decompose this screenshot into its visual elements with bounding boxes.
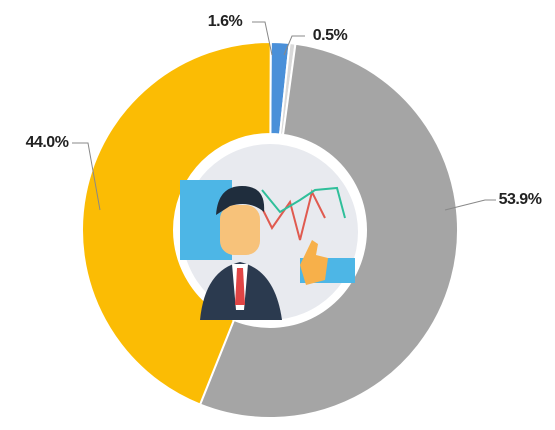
data-label: 0.5% [313,27,348,44]
page: {"chart_data": {"type": "donut", "catego… [0,0,555,425]
data-label: 53.9% [499,191,542,208]
data-label: 1.6% [208,13,243,30]
center-illustration [174,136,366,328]
chart: 1.6% 0.5% 53.9% 44.0% [0,0,555,425]
data-label: 44.0% [26,134,69,151]
person-face [220,205,260,255]
